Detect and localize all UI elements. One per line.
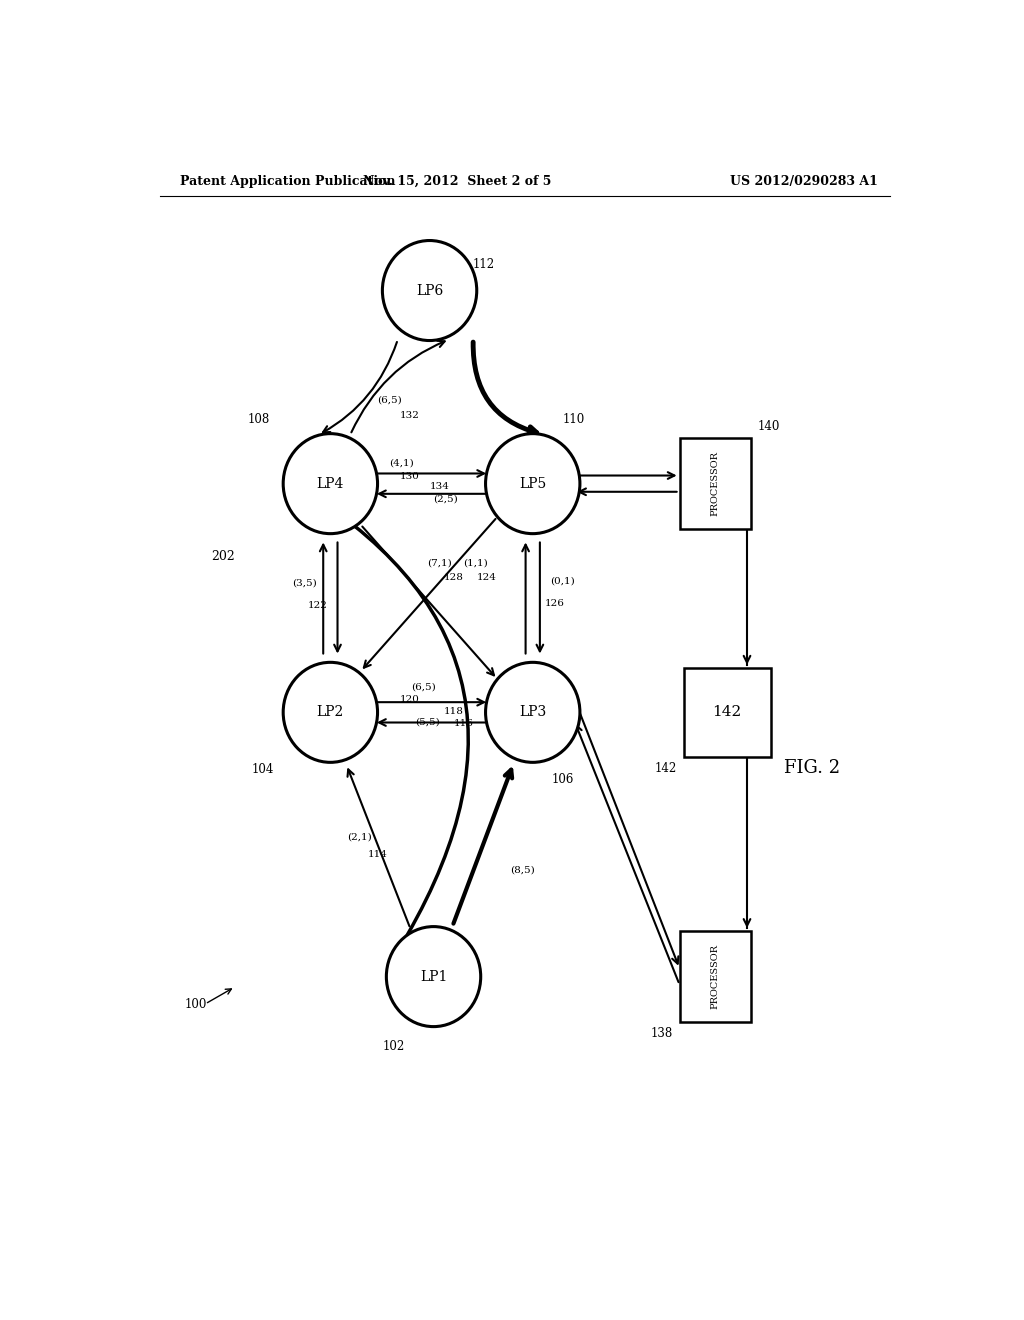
- Text: 140: 140: [758, 420, 779, 433]
- Text: (6,5): (6,5): [412, 682, 436, 692]
- Text: 202: 202: [211, 550, 236, 562]
- Text: (2,5): (2,5): [433, 495, 458, 504]
- FancyBboxPatch shape: [680, 931, 751, 1022]
- Text: 142: 142: [655, 762, 677, 775]
- Text: 124: 124: [477, 573, 497, 582]
- Text: Nov. 15, 2012  Sheet 2 of 5: Nov. 15, 2012 Sheet 2 of 5: [364, 174, 552, 187]
- Text: 130: 130: [399, 471, 419, 480]
- Text: 134: 134: [429, 482, 450, 491]
- Text: Patent Application Publication: Patent Application Publication: [179, 174, 395, 187]
- Text: (4,1): (4,1): [389, 458, 414, 467]
- FancyBboxPatch shape: [680, 438, 751, 529]
- FancyBboxPatch shape: [684, 668, 771, 758]
- Text: 138: 138: [651, 1027, 673, 1040]
- Text: PROCESSOR: PROCESSOR: [711, 944, 720, 1008]
- Ellipse shape: [485, 434, 580, 533]
- Text: LP3: LP3: [519, 705, 547, 719]
- Text: 106: 106: [552, 774, 574, 787]
- Text: LP2: LP2: [316, 705, 344, 719]
- Text: 128: 128: [443, 573, 464, 582]
- Text: LP5: LP5: [519, 477, 547, 491]
- Text: (3,5): (3,5): [293, 578, 317, 587]
- Text: 102: 102: [383, 1040, 404, 1053]
- Text: 112: 112: [472, 259, 495, 271]
- Ellipse shape: [284, 663, 378, 763]
- Ellipse shape: [382, 240, 477, 341]
- Text: (1,1): (1,1): [463, 558, 487, 568]
- Text: PROCESSOR: PROCESSOR: [711, 451, 720, 516]
- Text: 100: 100: [184, 998, 207, 1011]
- Text: LP4: LP4: [316, 477, 344, 491]
- Text: 132: 132: [399, 411, 420, 420]
- Text: 120: 120: [399, 696, 419, 704]
- Text: 122: 122: [308, 601, 328, 610]
- Text: (5,5): (5,5): [415, 718, 440, 726]
- Ellipse shape: [485, 663, 580, 763]
- Text: 126: 126: [545, 599, 565, 609]
- Text: (8,5): (8,5): [510, 866, 536, 875]
- Ellipse shape: [284, 434, 378, 533]
- FancyArrowPatch shape: [290, 482, 468, 935]
- Text: (2,1): (2,1): [347, 833, 372, 841]
- Text: LP1: LP1: [420, 970, 447, 983]
- Text: 114: 114: [368, 850, 388, 859]
- Ellipse shape: [386, 927, 480, 1027]
- Text: FIG. 2: FIG. 2: [784, 759, 840, 777]
- Text: 142: 142: [713, 705, 741, 719]
- Text: 110: 110: [563, 413, 585, 425]
- Text: 108: 108: [248, 413, 270, 425]
- Text: (7,1): (7,1): [427, 558, 452, 568]
- Text: 118: 118: [443, 708, 464, 717]
- Text: LP6: LP6: [416, 284, 443, 297]
- Text: 104: 104: [252, 763, 274, 776]
- Text: 116: 116: [454, 718, 473, 727]
- Text: (0,1): (0,1): [551, 577, 575, 586]
- Text: (6,5): (6,5): [378, 395, 402, 404]
- Text: US 2012/0290283 A1: US 2012/0290283 A1: [730, 174, 878, 187]
